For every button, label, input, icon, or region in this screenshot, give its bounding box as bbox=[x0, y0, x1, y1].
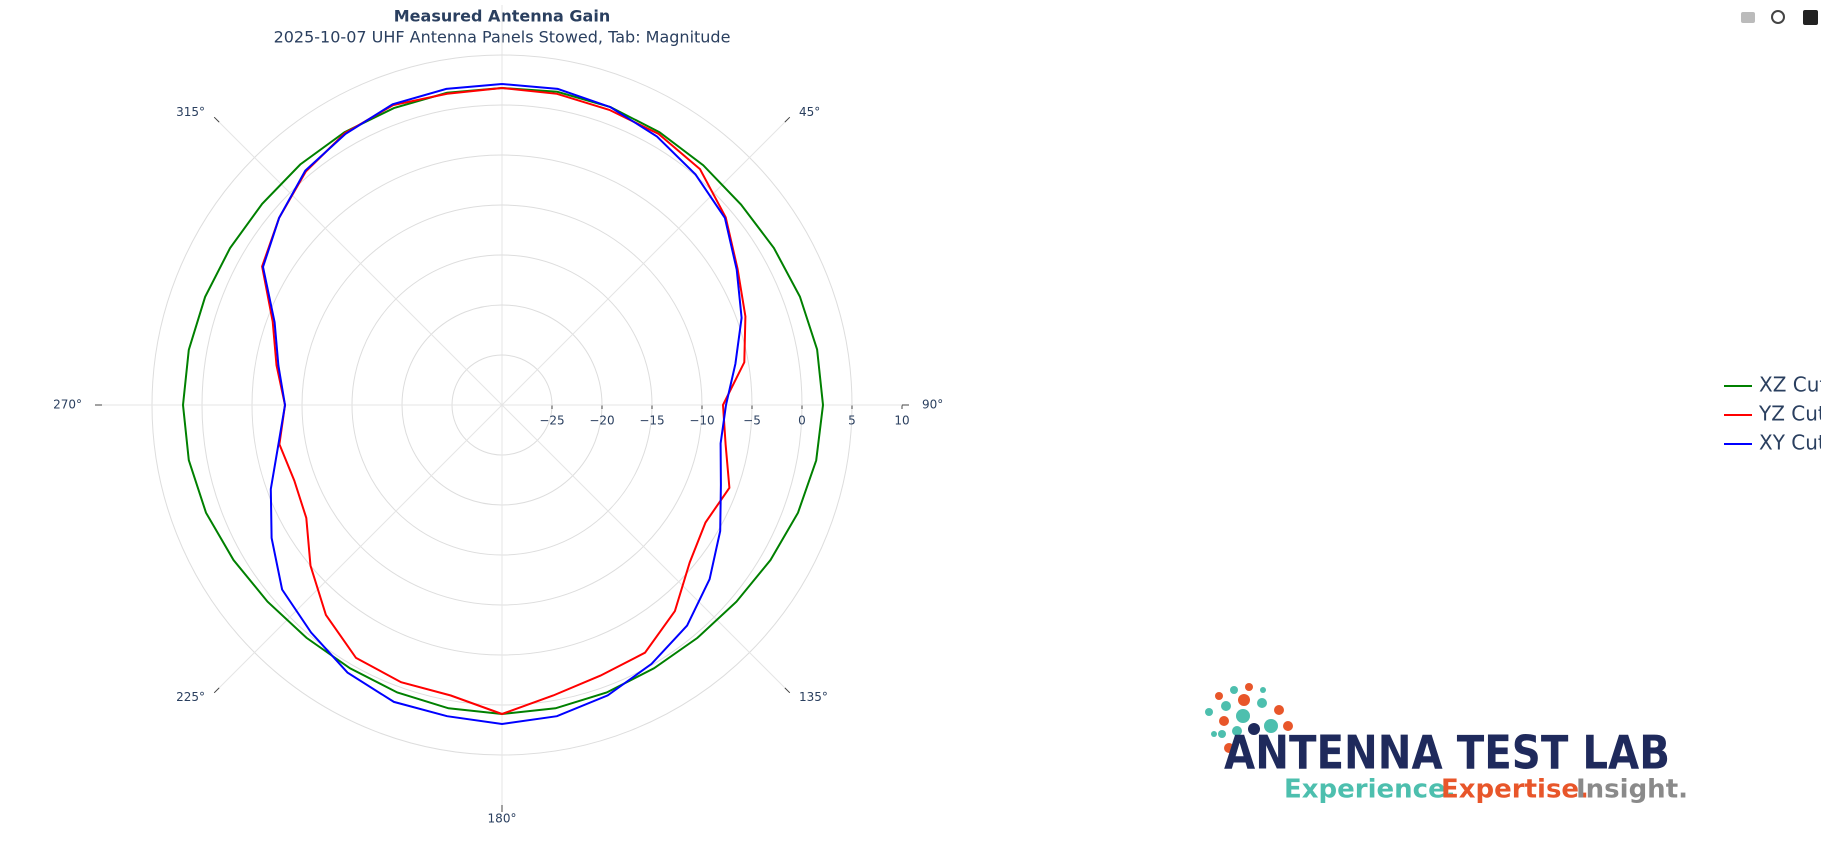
logo-tagline: Insight. bbox=[1576, 775, 1688, 805]
modebar[interactable] bbox=[1741, 10, 1818, 25]
radial-tick-label: −15 bbox=[639, 414, 664, 428]
polar-grid bbox=[95, 5, 909, 812]
tick-mark bbox=[784, 116, 791, 123]
angular-tick-label: 90° bbox=[922, 398, 943, 412]
grid-line bbox=[218, 121, 503, 406]
tick-mark bbox=[213, 687, 220, 694]
series-line bbox=[261, 87, 747, 716]
radial-tick-label: −5 bbox=[743, 414, 761, 428]
zoom-icon[interactable] bbox=[1771, 10, 1785, 24]
logo: ANTENNA TEST LAB Experience. Expertise. … bbox=[1205, 683, 1688, 805]
radial-tick-label: −20 bbox=[589, 414, 614, 428]
radial-tick-label: −10 bbox=[689, 414, 714, 428]
legend-label[interactable]: XY Cut bbox=[1759, 431, 1821, 455]
radial-tick-label: 10 bbox=[894, 414, 909, 428]
radial-tick-label: −25 bbox=[539, 414, 564, 428]
grid-line bbox=[218, 404, 503, 689]
legend-label[interactable]: YZ Cut bbox=[1758, 402, 1821, 426]
radial-tick-label: 0 bbox=[798, 414, 806, 428]
angular-tick-label: 135° bbox=[799, 690, 828, 704]
series-line bbox=[261, 83, 743, 726]
logo-name: ANTENNA TEST LAB bbox=[1224, 726, 1670, 780]
angular-tick-label: 180° bbox=[488, 812, 517, 826]
angular-tick-label: 270° bbox=[53, 398, 82, 412]
tick-mark bbox=[784, 687, 791, 694]
angular-tick-label: 225° bbox=[176, 690, 205, 704]
angular-tick-label: 315° bbox=[176, 105, 205, 119]
grid-line bbox=[501, 121, 786, 406]
legend-label[interactable]: XZ Cut bbox=[1759, 373, 1821, 397]
logo-tagline: Experience. bbox=[1284, 775, 1456, 805]
radial-tick-label: 5 bbox=[848, 414, 856, 428]
plotly-logo[interactable] bbox=[1803, 10, 1818, 25]
camera-icon[interactable] bbox=[1741, 12, 1755, 23]
grid-line bbox=[501, 404, 786, 689]
logo-tagline: Expertise. bbox=[1441, 775, 1589, 805]
angular-tick-label: 45° bbox=[799, 105, 820, 119]
tick-mark bbox=[213, 116, 220, 123]
